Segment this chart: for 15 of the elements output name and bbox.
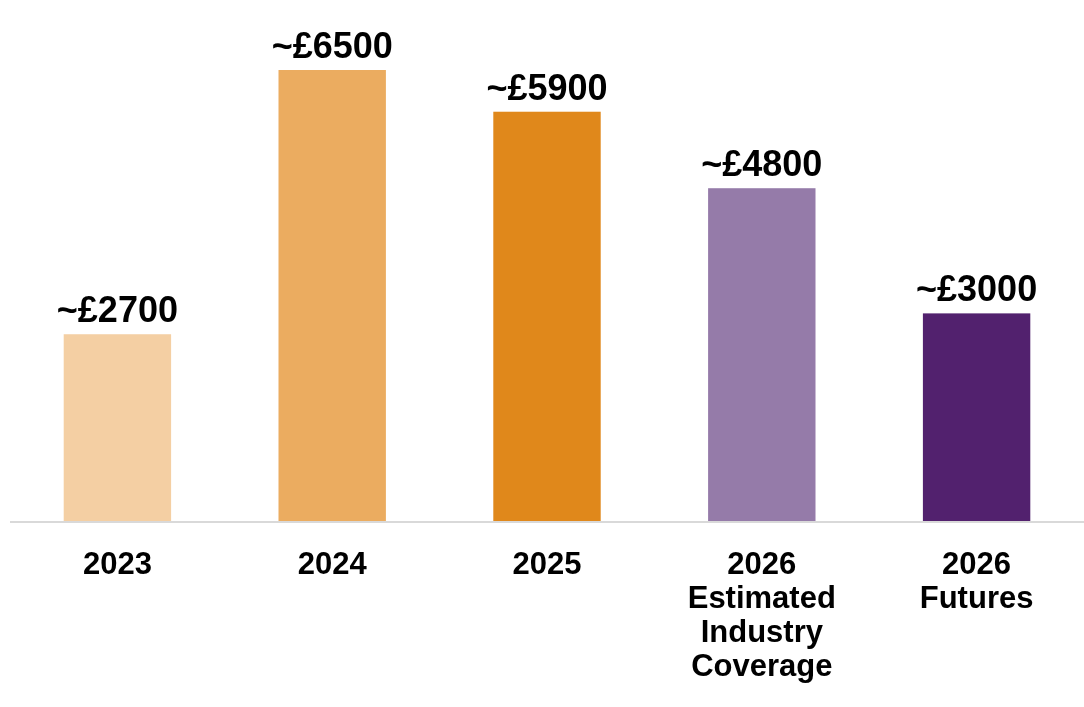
bar <box>708 188 816 522</box>
data-label: ~£5900 <box>486 66 608 108</box>
bar <box>922 313 1031 522</box>
bar <box>493 111 601 522</box>
data-label: ~£2700 <box>56 289 178 331</box>
bar <box>63 334 172 522</box>
data-label: ~£3000 <box>916 268 1038 310</box>
x-tick-label: 2025 <box>512 546 582 581</box>
x-tick-label: 2026 Futures <box>919 546 1034 615</box>
x-tick-label: 2026 Estimated Industry Coverage <box>687 546 836 683</box>
data-label: ~£4800 <box>701 143 823 185</box>
bar <box>278 70 386 522</box>
data-label: ~£6500 <box>271 25 393 66</box>
x-tick-label: 2024 <box>297 546 368 581</box>
x-tick-label: 2023 <box>82 546 152 581</box>
